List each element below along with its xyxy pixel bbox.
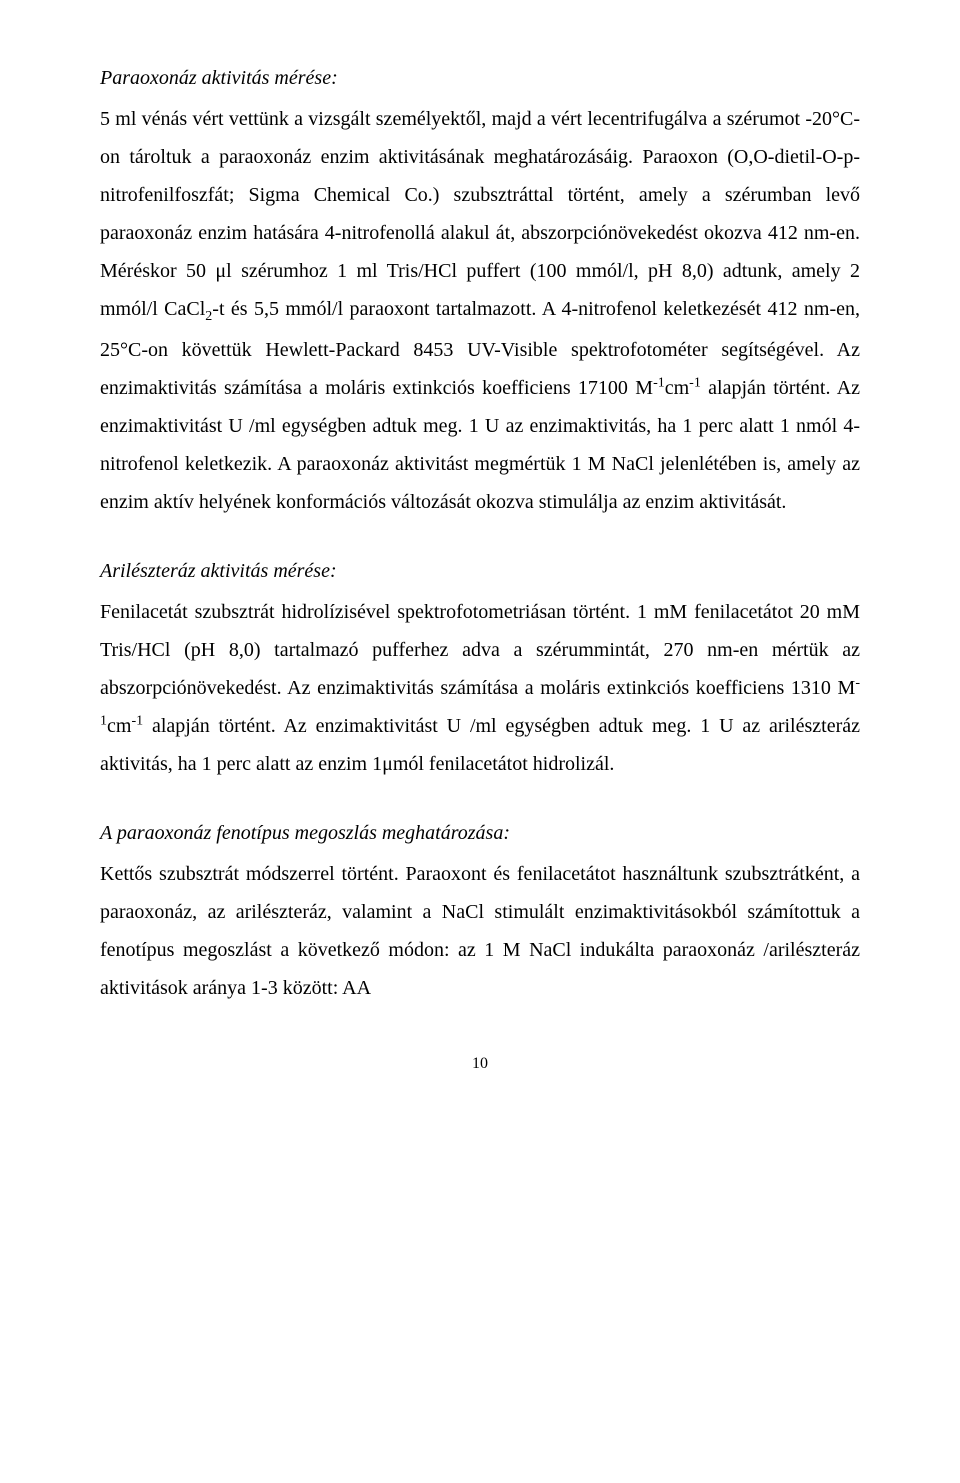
section-body-1: 5 ml vénás vért vettünk a vizsgált szemé… <box>100 100 860 521</box>
section-fenotipus: A paraoxonáz fenotípus megoszlás meghatá… <box>100 815 860 1007</box>
section-heading-3: A paraoxonáz fenotípus megoszlás meghatá… <box>100 815 860 851</box>
section-arileszteraz: Arilészteráz aktivitás mérése: Fenilacet… <box>100 553 860 783</box>
page-number: 10 <box>100 1055 860 1073</box>
section-heading-1: Paraoxonáz aktivitás mérése: <box>100 60 860 96</box>
section-heading-2: Arilészteráz aktivitás mérése: <box>100 553 860 589</box>
section-paraoxonaz: Paraoxonáz aktivitás mérése: 5 ml vénás … <box>100 60 860 521</box>
section-body-3: Kettős szubsztrát módszerrel történt. Pa… <box>100 855 860 1007</box>
section-body-2: Fenilacetát szubsztrát hidrolízisével sp… <box>100 593 860 783</box>
